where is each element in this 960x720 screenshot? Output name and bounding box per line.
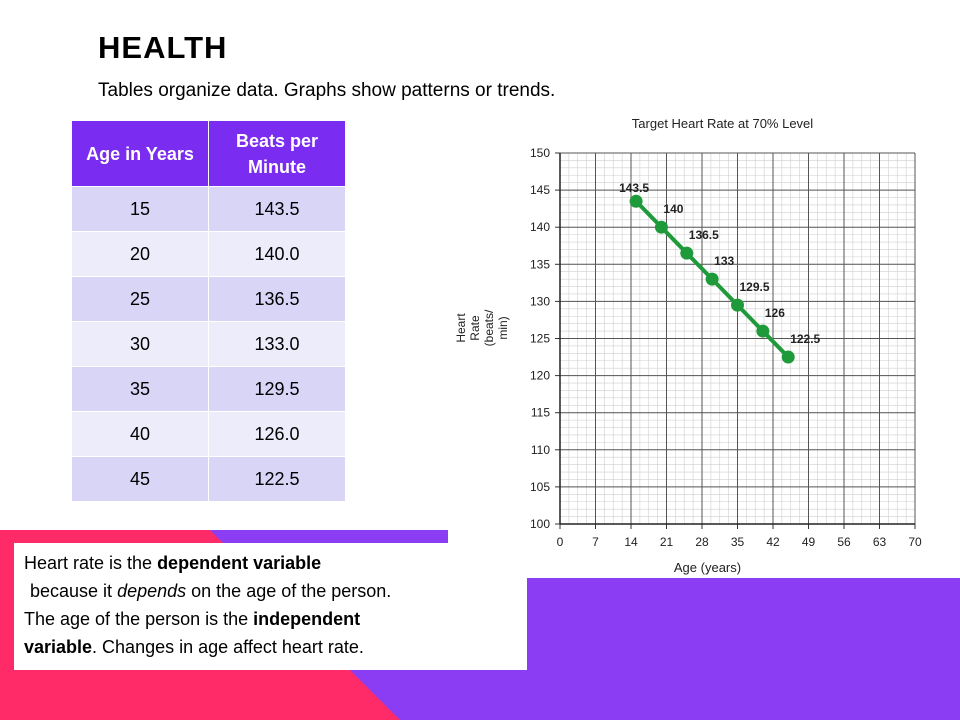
y-tick-label: 115 — [531, 406, 550, 420]
cell-age: 20 — [71, 231, 209, 277]
x-tick-label: 21 — [660, 535, 674, 549]
y-tick-label: 120 — [530, 369, 550, 383]
note-text: on the age of the person. — [186, 581, 392, 601]
note-emphasis: dependent variable — [157, 553, 322, 573]
data-point — [781, 350, 795, 364]
x-tick-label: 63 — [873, 535, 887, 549]
note-text: . Changes in age affect heart rate. — [92, 637, 364, 657]
y-axis-label: Rate — [468, 315, 482, 341]
explanation-note: Heart rate is the dependent variable bec… — [14, 543, 527, 670]
y-tick-label: 135 — [530, 257, 550, 271]
y-tick-label: 150 — [530, 146, 550, 160]
note-line-1: Heart rate is the dependent variable — [24, 549, 517, 577]
note-line-3: The age of the person is the independent — [24, 605, 517, 633]
data-point — [654, 220, 668, 234]
cell-beats: 133.0 — [208, 321, 346, 367]
table-row: 15 143.5 — [71, 186, 346, 232]
data-point — [731, 298, 744, 312]
y-axis-label: Heart — [454, 313, 468, 343]
table-row: 45 122.5 — [71, 456, 346, 502]
cell-age: 15 — [71, 186, 209, 232]
cell-beats: 129.5 — [208, 366, 346, 412]
data-label: 140 — [663, 202, 683, 216]
data-label: 143.5 — [619, 181, 649, 195]
x-tick-label: 28 — [695, 535, 709, 549]
x-tick-label: 70 — [908, 535, 922, 549]
note-line-2: because it depends on the age of the per… — [24, 577, 517, 605]
data-point — [629, 194, 643, 208]
y-tick-label: 110 — [531, 443, 550, 457]
x-tick-label: 0 — [557, 535, 564, 549]
note-text: The age of the person is the — [24, 609, 254, 629]
y-tick-label: 105 — [530, 480, 550, 494]
table-header-row: Age in Years Beats per Minute — [71, 120, 346, 187]
x-tick-label: 35 — [731, 535, 745, 549]
x-tick-label: 49 — [802, 535, 816, 549]
cell-age: 40 — [71, 411, 209, 457]
header-age: Age in Years — [71, 120, 209, 187]
page-title: HEALTH — [98, 30, 228, 65]
cell-beats: 136.5 — [208, 276, 346, 322]
x-axis-label: Age (years) — [674, 560, 741, 575]
cell-age: 45 — [71, 456, 209, 502]
y-tick-label: 145 — [530, 183, 550, 197]
x-tick-label: 14 — [624, 535, 638, 549]
data-table: Age in Years Beats per Minute 15 143.5 2… — [71, 120, 346, 502]
heart-rate-chart: 100 105 110 115 120 125 130 135 140 145 150 0 7 14 21 2… — [454, 116, 922, 575]
data-point — [756, 324, 770, 338]
note-line-4: variable. Changes in age affect heart ra… — [24, 633, 517, 661]
cell-beats: 140.0 — [208, 231, 346, 277]
x-tick-label: 7 — [592, 535, 599, 549]
cell-beats: 143.5 — [208, 186, 346, 232]
y-axis-label: min) — [496, 316, 510, 339]
y-tick-label: 140 — [530, 220, 550, 234]
table-row: 40 126.0 — [71, 411, 346, 457]
page-subtitle: Tables organize data. Graphs show patter… — [98, 80, 556, 101]
y-tick-label: 100 — [530, 517, 550, 531]
note-emphasis: depends — [117, 581, 187, 601]
table-row: 30 133.0 — [71, 321, 346, 367]
header-beats: Beats per Minute — [208, 120, 346, 187]
data-point — [680, 246, 694, 260]
cell-age: 35 — [71, 366, 209, 412]
cell-beats: 122.5 — [208, 456, 346, 502]
cell-age: 25 — [71, 276, 209, 322]
data-point — [705, 272, 719, 286]
note-text: Heart rate is the — [24, 553, 158, 573]
cell-beats: 126.0 — [208, 411, 346, 457]
data-label: 136.5 — [689, 228, 719, 242]
table-row: 20 140.0 — [71, 231, 346, 277]
data-label: 126 — [765, 306, 785, 320]
note-emphasis: variable — [24, 637, 93, 657]
table-row: 25 136.5 — [71, 276, 346, 322]
note-emphasis: independent — [253, 609, 361, 629]
y-tick-label: 125 — [530, 332, 550, 346]
table-row: 35 129.5 — [71, 366, 346, 412]
data-label: 133 — [714, 254, 734, 268]
purple-shape-right — [448, 578, 960, 720]
data-label: 122.5 — [790, 332, 820, 346]
y-tick-label: 130 — [530, 294, 550, 308]
data-label: 129.5 — [740, 280, 770, 294]
note-text: because it — [30, 581, 118, 601]
cell-age: 30 — [71, 321, 209, 367]
x-tick-label: 56 — [837, 535, 851, 549]
x-tick-label: 42 — [766, 535, 780, 549]
chart-title: Target Heart Rate at 70% Level — [632, 116, 813, 131]
y-axis-label: (beats/ — [482, 309, 496, 346]
